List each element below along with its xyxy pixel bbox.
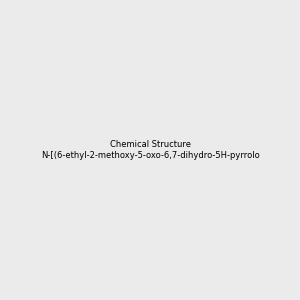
- Text: Chemical Structure
N-[(6-ethyl-2-methoxy-5-oxo-6,7-dihydro-5H-pyrrolo: Chemical Structure N-[(6-ethyl-2-methoxy…: [40, 140, 260, 160]
